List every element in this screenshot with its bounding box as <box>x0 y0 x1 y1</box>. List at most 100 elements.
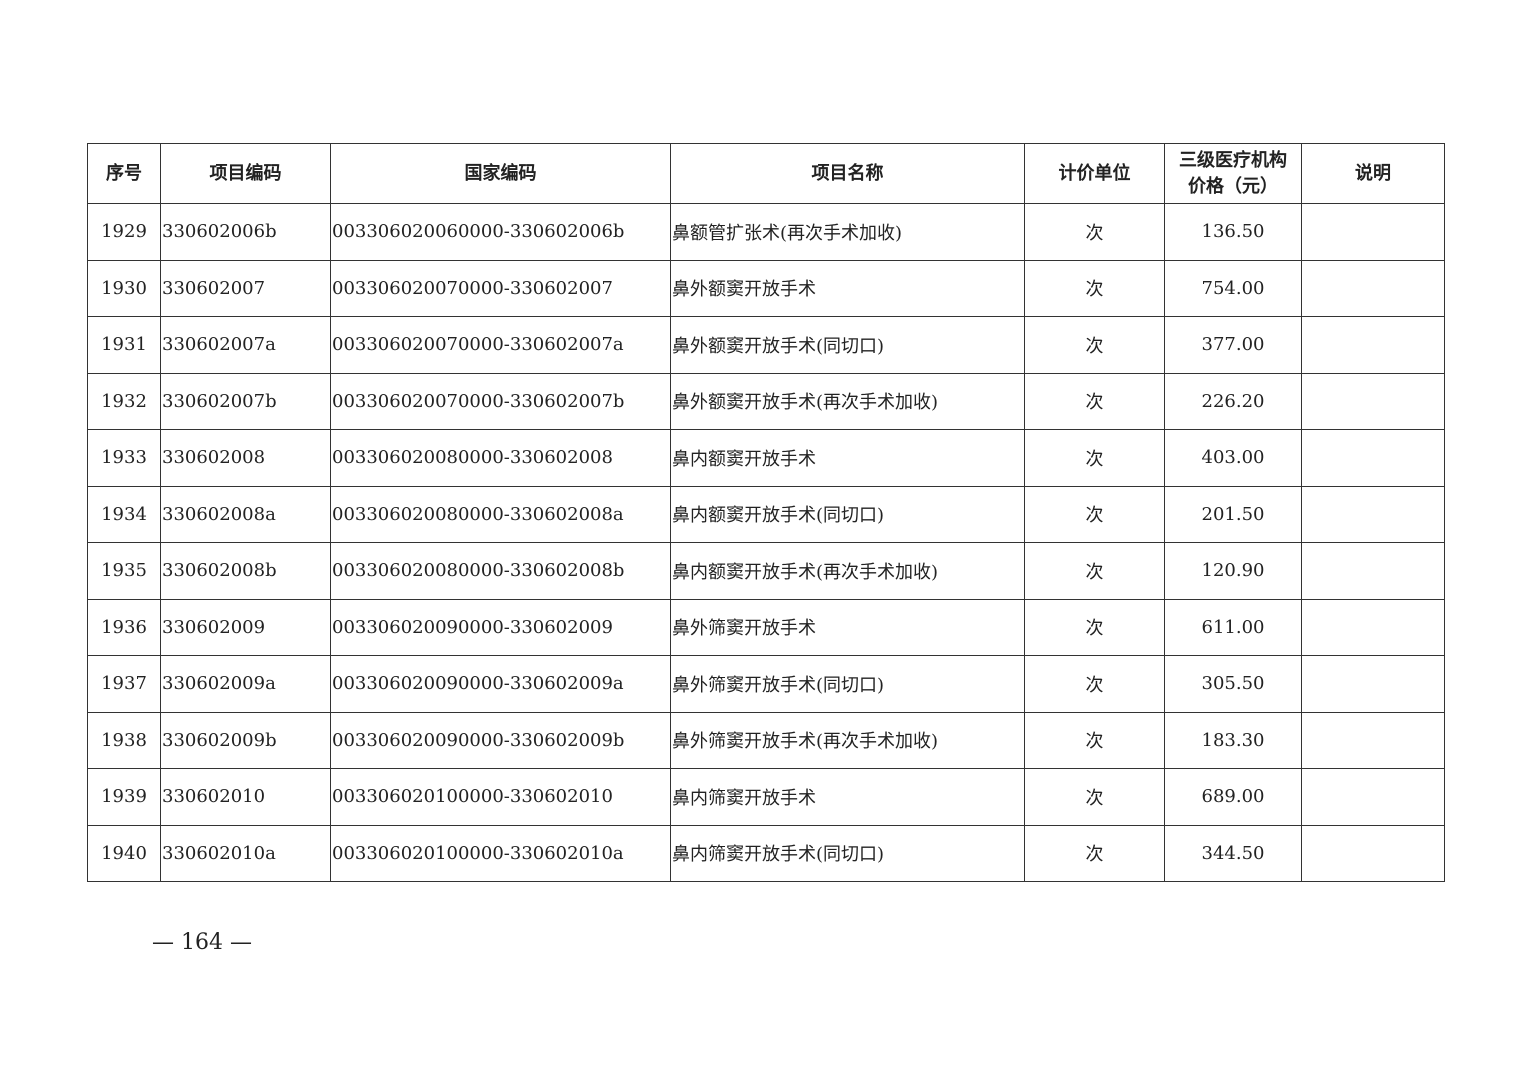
cell-item-name: 鼻外额窦开放手术(再次手术加收) <box>670 372 1025 430</box>
cell-notes <box>1301 203 1445 261</box>
cell-unit: 次 <box>1024 485 1165 543</box>
cell-unit: 次 <box>1024 429 1165 487</box>
cell-price: 201.50 <box>1164 485 1302 543</box>
cell-item-code: 330602008b <box>160 542 331 600</box>
cell-item-code: 330602009a <box>160 655 331 713</box>
cell-index: 1934 <box>87 485 161 543</box>
cell-unit: 次 <box>1024 655 1165 713</box>
cell-item-name: 鼻外额窦开放手术(同切口) <box>670 316 1025 374</box>
cell-price: 754.00 <box>1164 259 1302 317</box>
table-row: 1934 330602008a 003306020080000-330602008a… <box>87 485 1445 543</box>
cell-unit: 次 <box>1024 768 1165 826</box>
header-index: 序号 <box>87 143 161 204</box>
cell-item-code: 330602010 <box>160 768 331 826</box>
cell-unit: 次 <box>1024 824 1165 882</box>
header-national-code: 国家编码 <box>330 143 671 204</box>
cell-price: 344.50 <box>1164 824 1302 882</box>
cell-item-code: 330602008a <box>160 485 331 543</box>
cell-item-name: 鼻额管扩张术(再次手术加收) <box>670 203 1025 261</box>
cell-item-name: 鼻外筛窦开放手术(同切口) <box>670 655 1025 713</box>
header-unit: 计价单位 <box>1024 143 1165 204</box>
cell-national-code: 003306020070000-330602007 <box>330 259 671 317</box>
cell-item-name: 鼻外筛窦开放手术 <box>670 598 1025 656</box>
cell-national-code: 003306020090000-330602009b <box>330 711 671 769</box>
cell-item-name: 鼻内额窦开放手术 <box>670 429 1025 487</box>
cell-notes <box>1301 824 1445 882</box>
cell-unit: 次 <box>1024 316 1165 374</box>
cell-price: 611.00 <box>1164 598 1302 656</box>
table-row: 1931 330602007a 003306020070000-330602007a… <box>87 316 1445 374</box>
cell-item-code: 330602008 <box>160 429 331 487</box>
cell-national-code: 003306020090000-330602009 <box>330 598 671 656</box>
cell-national-code: 003306020070000-330602007b <box>330 372 671 430</box>
table-row: 1933 330602008 003306020080000-330602008 鼻内… <box>87 429 1445 487</box>
table-row: 1929 330602006b 003306020060000-330602006b… <box>87 203 1445 261</box>
cell-national-code: 003306020090000-330602009a <box>330 655 671 713</box>
table-header-row: 序号 项目编码 国家编码 项目名称 计价单位 三级医疗机构 价格（元） 说明 <box>87 143 1445 204</box>
cell-notes <box>1301 768 1445 826</box>
cell-index: 1930 <box>87 259 161 317</box>
price-table: 序号 项目编码 国家编码 项目名称 计价单位 三级医疗机构 价格（元） 说明 1… <box>87 143 1445 882</box>
cell-price: 136.50 <box>1164 203 1302 261</box>
header-price-line1: 三级医疗机构 <box>1179 149 1287 171</box>
table-row: 1938 330602009b 003306020090000-330602009b… <box>87 711 1445 769</box>
cell-national-code: 003306020060000-330602006b <box>330 203 671 261</box>
cell-notes <box>1301 711 1445 769</box>
cell-notes <box>1301 316 1445 374</box>
cell-item-code: 330602007b <box>160 372 331 430</box>
cell-national-code: 003306020100000-330602010 <box>330 768 671 826</box>
cell-national-code: 003306020080000-330602008 <box>330 429 671 487</box>
cell-item-code: 330602007 <box>160 259 331 317</box>
cell-item-code: 330602009 <box>160 598 331 656</box>
cell-index: 1936 <box>87 598 161 656</box>
table-row: 1932 330602007b 003306020070000-330602007b… <box>87 372 1445 430</box>
cell-item-name: 鼻外筛窦开放手术(再次手术加收) <box>670 711 1025 769</box>
header-price-line2: 价格（元） <box>1188 175 1278 197</box>
cell-item-code: 330602007a <box>160 316 331 374</box>
header-item-name: 项目名称 <box>670 143 1025 204</box>
cell-item-name: 鼻内筛窦开放手术 <box>670 768 1025 826</box>
cell-national-code: 003306020100000-330602010a <box>330 824 671 882</box>
header-price: 三级医疗机构 价格（元） <box>1164 143 1302 204</box>
cell-index: 1932 <box>87 372 161 430</box>
cell-item-name: 鼻内筛窦开放手术(同切口) <box>670 824 1025 882</box>
cell-unit: 次 <box>1024 372 1165 430</box>
cell-notes <box>1301 598 1445 656</box>
table-row: 1936 330602009 003306020090000-330602009 鼻外… <box>87 598 1445 656</box>
cell-unit: 次 <box>1024 598 1165 656</box>
table-row: 1935 330602008b 003306020080000-330602008b… <box>87 542 1445 600</box>
table-row: 1937 330602009a 003306020090000-330602009a… <box>87 655 1445 713</box>
cell-notes <box>1301 542 1445 600</box>
cell-price: 689.00 <box>1164 768 1302 826</box>
cell-unit: 次 <box>1024 259 1165 317</box>
cell-index: 1929 <box>87 203 161 261</box>
cell-item-name: 鼻外额窦开放手术 <box>670 259 1025 317</box>
cell-price: 226.20 <box>1164 372 1302 430</box>
cell-price: 305.50 <box>1164 655 1302 713</box>
cell-notes <box>1301 372 1445 430</box>
cell-notes <box>1301 655 1445 713</box>
page-number: — 164 — <box>152 930 252 955</box>
cell-index: 1935 <box>87 542 161 600</box>
cell-national-code: 003306020080000-330602008a <box>330 485 671 543</box>
cell-price: 377.00 <box>1164 316 1302 374</box>
cell-index: 1937 <box>87 655 161 713</box>
cell-national-code: 003306020080000-330602008b <box>330 542 671 600</box>
cell-item-code: 330602006b <box>160 203 331 261</box>
cell-price: 120.90 <box>1164 542 1302 600</box>
cell-price: 183.30 <box>1164 711 1302 769</box>
cell-unit: 次 <box>1024 711 1165 769</box>
cell-index: 1931 <box>87 316 161 374</box>
cell-national-code: 003306020070000-330602007a <box>330 316 671 374</box>
cell-unit: 次 <box>1024 542 1165 600</box>
cell-item-code: 330602010a <box>160 824 331 882</box>
table-row: 1940 330602010a 003306020100000-330602010a… <box>87 824 1445 882</box>
cell-index: 1938 <box>87 711 161 769</box>
cell-item-code: 330602009b <box>160 711 331 769</box>
cell-item-name: 鼻内额窦开放手术(同切口) <box>670 485 1025 543</box>
header-item-code: 项目编码 <box>160 143 331 204</box>
table-row: 1930 330602007 003306020070000-330602007 鼻外… <box>87 259 1445 317</box>
cell-notes <box>1301 429 1445 487</box>
cell-index: 1940 <box>87 824 161 882</box>
cell-notes <box>1301 259 1445 317</box>
